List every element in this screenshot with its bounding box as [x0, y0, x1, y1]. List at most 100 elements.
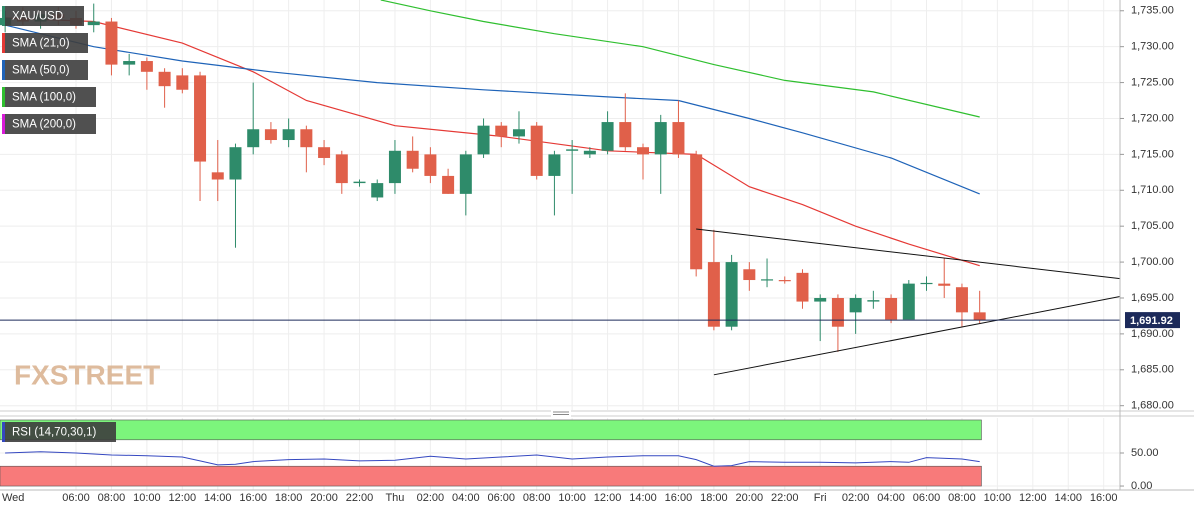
y-tick-label: 1,705.00 [1131, 220, 1174, 232]
candle-body [211, 172, 224, 180]
sma-line [4, 24, 980, 195]
candle-body [406, 150, 419, 169]
legend-label: SMA (100,0) [12, 92, 76, 104]
x-tick-label: 18:00 [275, 492, 303, 504]
y-tick-label: 1,715.00 [1131, 148, 1174, 160]
candle-body [955, 287, 968, 313]
candle-body [690, 154, 703, 270]
y-tick-label: 1,720.00 [1131, 112, 1174, 124]
x-tick-label: 08:00 [98, 492, 126, 504]
x-tick-label: Fri [814, 492, 827, 504]
x-tick-label: 10:00 [984, 492, 1012, 504]
legend-box [2, 114, 96, 134]
candle-body [601, 122, 614, 151]
candle-body [566, 149, 579, 151]
x-tick-label: 02:00 [842, 492, 870, 504]
x-tick-label: 12:00 [594, 492, 622, 504]
legend-label: RSI (14,70,30,1) [12, 427, 97, 439]
x-tick-label: 10:00 [558, 492, 586, 504]
candle-body [105, 21, 118, 65]
candle-body [335, 154, 348, 184]
candle-body [761, 279, 774, 281]
x-tick-label: 16:00 [1090, 492, 1118, 504]
y-tick-label: 1,685.00 [1131, 364, 1174, 376]
candle-body [371, 183, 384, 198]
candle-body [123, 61, 136, 65]
x-tick-label: 04:00 [877, 492, 905, 504]
candle-body [725, 262, 738, 327]
y-tick-label: 1,695.00 [1131, 292, 1174, 304]
candle-body [849, 297, 862, 313]
candle-body [814, 297, 827, 302]
candle-body [194, 75, 207, 162]
y-tick-label: 1,700.00 [1131, 256, 1174, 268]
last-price-label: 1,691.92 [1130, 315, 1173, 327]
candle-body [902, 283, 915, 320]
candle-body [619, 122, 632, 148]
x-tick-label: Thu [385, 492, 404, 504]
legend-swatch [2, 6, 5, 26]
x-tick-label: 04:00 [452, 492, 480, 504]
y-tick-label: 1,680.00 [1131, 400, 1174, 412]
x-tick-label: 14:00 [1054, 492, 1082, 504]
candle-body [672, 122, 685, 155]
y-tick-label: 1,730.00 [1131, 41, 1174, 53]
legend-item[interactable]: SMA (50,0) [2, 60, 88, 80]
x-tick-label: 06:00 [487, 492, 515, 504]
legend-box [2, 6, 84, 26]
candle-body [885, 297, 898, 320]
candle-body [831, 297, 844, 327]
x-tick-label: 06:00 [913, 492, 941, 504]
candle-body [707, 262, 720, 327]
candle-body [778, 280, 791, 282]
candle-body [920, 282, 933, 285]
x-tick-label: 22:00 [346, 492, 374, 504]
y-tick-label: 1,690.00 [1131, 328, 1174, 340]
candle-body [158, 71, 171, 87]
last-price-box [1125, 312, 1180, 329]
x-tick-label: 16:00 [665, 492, 693, 504]
x-tick-label: 14:00 [629, 492, 657, 504]
legend-item[interactable]: XAU/USD [2, 6, 84, 26]
legend-item[interactable]: RSI (14,70,30,1) [2, 422, 116, 442]
x-tick-label: 12:00 [1019, 492, 1047, 504]
rsi-band [0, 465, 982, 487]
x-tick-label: 06:00 [62, 492, 90, 504]
rsi-line [5, 451, 980, 467]
candle-body [282, 129, 295, 141]
legend-swatch [2, 60, 5, 80]
candle-body [424, 154, 437, 176]
x-tick-label: 12:00 [169, 492, 197, 504]
candle-body [743, 269, 756, 281]
x-tick-label: 16:00 [239, 492, 267, 504]
grip-bg [551, 410, 571, 417]
x-tick-label: 18:00 [700, 492, 728, 504]
y-tick-label: 1,735.00 [1131, 5, 1174, 17]
legend-item[interactable]: SMA (200,0) [2, 114, 96, 134]
candle-body [530, 125, 543, 176]
legend-swatch [2, 87, 5, 107]
y-tick-label: 0.00 [1131, 480, 1152, 492]
legend-swatch [2, 422, 5, 442]
candle-body [353, 181, 366, 184]
legend-label: SMA (200,0) [12, 119, 76, 131]
legend-swatch [2, 33, 5, 53]
rsi-band [0, 419, 982, 441]
candle-body [654, 122, 667, 155]
candle-body [264, 129, 277, 141]
legend-box [2, 422, 116, 442]
legend-box [2, 87, 96, 107]
candle-body [176, 75, 189, 90]
x-tick-label: 10:00 [133, 492, 161, 504]
candle-body [442, 175, 455, 194]
legend-item[interactable]: SMA (21,0) [2, 33, 88, 53]
x-tick-label: 08:00 [948, 492, 976, 504]
legend-item[interactable]: SMA (100,0) [2, 87, 96, 107]
trendline [696, 228, 1121, 280]
legend-label: XAU/USD [12, 11, 63, 23]
pane-grip[interactable] [551, 410, 571, 417]
candle-body [87, 21, 100, 26]
candle-body [229, 147, 242, 180]
candle-body [548, 154, 561, 176]
